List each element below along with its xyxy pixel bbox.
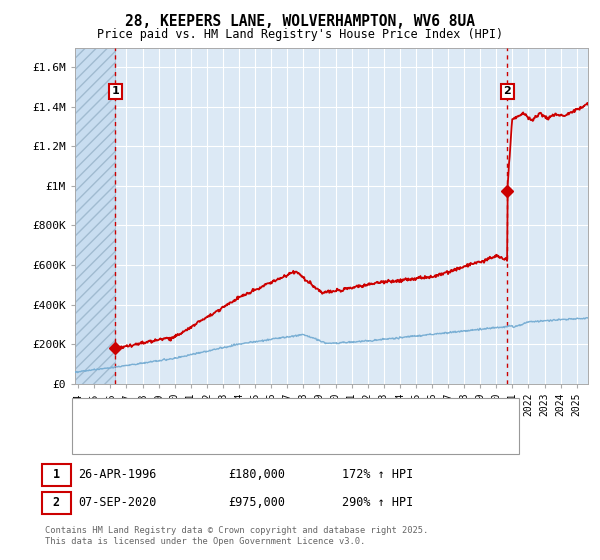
Text: 1: 1 bbox=[112, 86, 119, 96]
Text: 290% ↑ HPI: 290% ↑ HPI bbox=[342, 496, 413, 510]
Text: £975,000: £975,000 bbox=[228, 496, 285, 510]
Text: 28, KEEPERS LANE, WOLVERHAMPTON, WV6 8UA (detached house): 28, KEEPERS LANE, WOLVERHAMPTON, WV6 8UA… bbox=[111, 407, 453, 417]
Text: 26-APR-1996: 26-APR-1996 bbox=[78, 468, 157, 482]
Text: 2: 2 bbox=[503, 86, 511, 96]
Text: Price paid vs. HM Land Registry's House Price Index (HPI): Price paid vs. HM Land Registry's House … bbox=[97, 28, 503, 41]
Text: 1: 1 bbox=[53, 468, 60, 482]
Text: Contains HM Land Registry data © Crown copyright and database right 2025.
This d: Contains HM Land Registry data © Crown c… bbox=[45, 526, 428, 546]
Text: £180,000: £180,000 bbox=[228, 468, 285, 482]
Text: 28, KEEPERS LANE, WOLVERHAMPTON, WV6 8UA: 28, KEEPERS LANE, WOLVERHAMPTON, WV6 8UA bbox=[125, 14, 475, 29]
Text: HPI: Average price, detached house, Wolverhampton: HPI: Average price, detached house, Wolv… bbox=[111, 432, 405, 442]
Text: 172% ↑ HPI: 172% ↑ HPI bbox=[342, 468, 413, 482]
Bar bbox=[75, 48, 115, 384]
Text: 2: 2 bbox=[53, 496, 60, 510]
Text: 07-SEP-2020: 07-SEP-2020 bbox=[78, 496, 157, 510]
